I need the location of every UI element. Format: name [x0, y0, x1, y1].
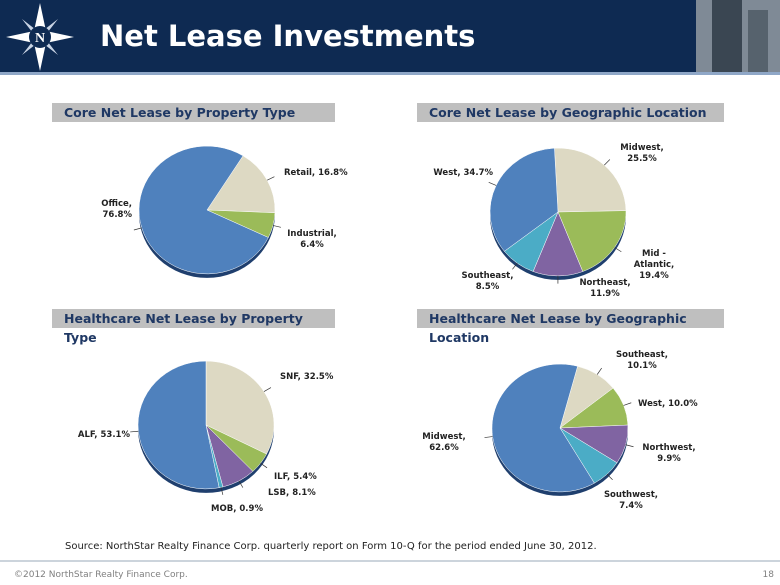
data-label: Retail, 16.8%: [284, 168, 348, 178]
leader-line: [133, 227, 142, 231]
data-label: Office, 76.8%: [101, 199, 132, 220]
slide-title: Net Lease Investments: [100, 19, 475, 53]
section-title: Core Net Lease by Geographic Location: [417, 103, 724, 122]
data-label: ALF, 53.1%: [77, 430, 130, 440]
pie-slice: [205, 360, 275, 455]
svg-text:N: N: [35, 31, 45, 46]
leader-line: [263, 387, 272, 392]
pie-slice: [489, 147, 559, 252]
building-photo: [696, 0, 780, 72]
data-label: SNF, 32.5%: [280, 372, 334, 382]
footer: ©2012 NorthStar Realty Finance Corp.: [14, 570, 188, 580]
leader-line: [484, 436, 493, 438]
pie-slice: [554, 147, 627, 213]
page-number: 18: [763, 570, 775, 580]
leader-line: [238, 480, 244, 488]
leader-line: [130, 430, 139, 433]
section-title: Healthcare Net Lease by Property Type: [52, 309, 335, 345]
data-label: Southwest, 7.4%: [603, 490, 659, 511]
data-label: ILF, 5.4%: [274, 472, 317, 482]
pie-slice: [138, 145, 269, 275]
leader-line: [614, 247, 622, 253]
data-label: Southeast, 10.1%: [616, 350, 668, 371]
data-label: Mid - Atlantic, 19.4%: [633, 249, 675, 281]
leader-line: [260, 462, 268, 469]
leader-line: [604, 159, 611, 166]
leader-line: [272, 225, 281, 228]
source-note: Source: NorthStar Realty Finance Corp. q…: [65, 541, 597, 552]
data-label: West, 34.7%: [433, 168, 493, 178]
data-label: MOB, 0.9%: [211, 504, 263, 514]
pie-slice: [206, 155, 276, 214]
leader-line: [488, 181, 497, 186]
logo: N: [6, 3, 74, 71]
leader-line: [625, 444, 634, 448]
section-title: Healthcare Net Lease by Geographic Locat…: [417, 309, 724, 345]
leader-line: [606, 473, 613, 481]
leader-line: [512, 262, 518, 270]
data-label: Midwest, 25.5%: [620, 143, 664, 164]
header-band: [0, 0, 780, 72]
data-label: Northeast, 11.9%: [579, 278, 631, 299]
leader-line: [267, 176, 275, 181]
data-label: LSB, 8.1%: [268, 488, 316, 498]
leader-line: [596, 367, 602, 375]
data-label: West, 10.0%: [638, 399, 698, 409]
data-label: Southeast, 8.5%: [461, 271, 514, 292]
data-label: Midwest, 62.6%: [422, 432, 466, 453]
section-title: Core Net Lease by Property Type: [52, 103, 335, 122]
data-label: Northwest, 9.9%: [642, 443, 696, 464]
leader-line: [220, 487, 224, 495]
pie-slice: [557, 210, 627, 272]
pie-slice: [491, 363, 595, 493]
data-label: Industrial, 6.4%: [287, 229, 337, 250]
leader-line: [623, 402, 632, 406]
header-rule: [0, 72, 780, 75]
